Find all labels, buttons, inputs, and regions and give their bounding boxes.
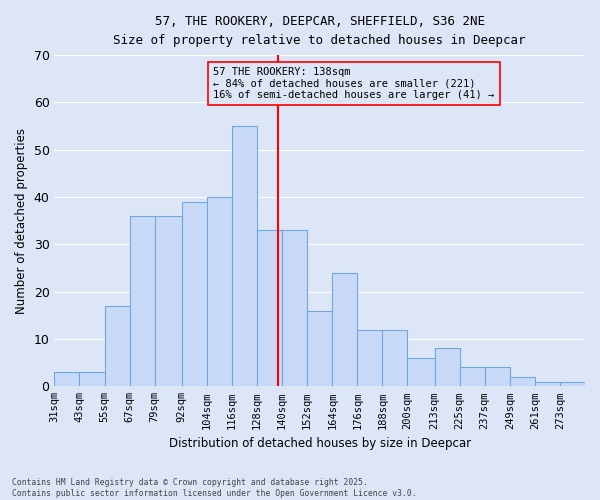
Bar: [182, 202, 207, 386]
Bar: [535, 382, 560, 386]
Bar: [55, 372, 79, 386]
Text: Contains HM Land Registry data © Crown copyright and database right 2025.
Contai: Contains HM Land Registry data © Crown c…: [12, 478, 416, 498]
Bar: [79, 372, 104, 386]
Bar: [510, 377, 535, 386]
Bar: [407, 358, 434, 386]
Bar: [460, 368, 485, 386]
Bar: [207, 197, 232, 386]
Bar: [232, 126, 257, 386]
Bar: [104, 306, 130, 386]
Bar: [485, 368, 510, 386]
Bar: [307, 310, 332, 386]
Bar: [282, 230, 307, 386]
Bar: [434, 348, 460, 387]
Bar: [332, 273, 358, 386]
Text: 57 THE ROOKERY: 138sqm
← 84% of detached houses are smaller (221)
16% of semi-de: 57 THE ROOKERY: 138sqm ← 84% of detached…: [213, 67, 494, 100]
Title: 57, THE ROOKERY, DEEPCAR, SHEFFIELD, S36 2NE
Size of property relative to detach: 57, THE ROOKERY, DEEPCAR, SHEFFIELD, S36…: [113, 15, 526, 47]
Y-axis label: Number of detached properties: Number of detached properties: [15, 128, 28, 314]
Bar: [560, 382, 585, 386]
Bar: [257, 230, 282, 386]
Bar: [130, 216, 155, 386]
X-axis label: Distribution of detached houses by size in Deepcar: Distribution of detached houses by size …: [169, 437, 471, 450]
Bar: [358, 330, 382, 386]
Bar: [382, 330, 407, 386]
Bar: [155, 216, 182, 386]
